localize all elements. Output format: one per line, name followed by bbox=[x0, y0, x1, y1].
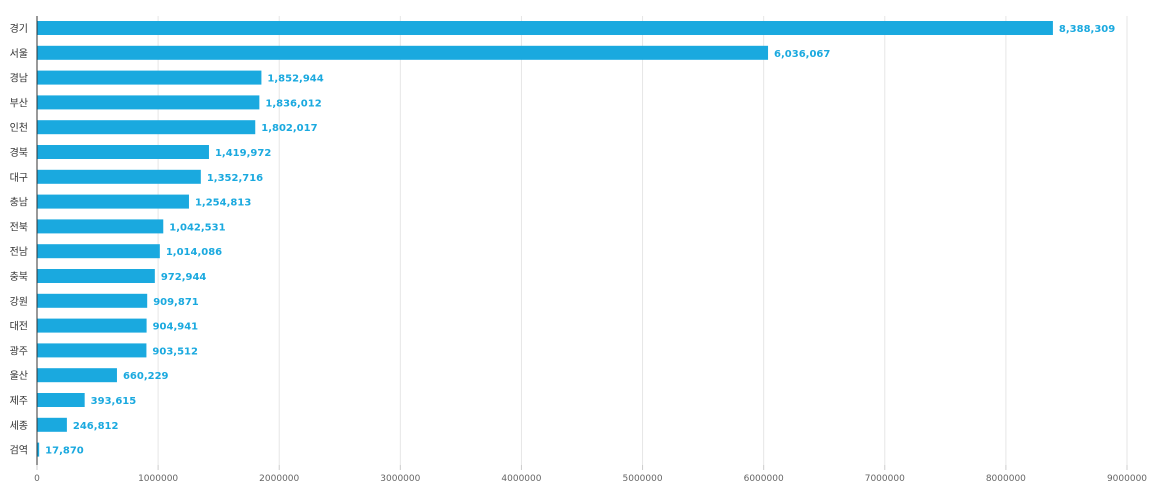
bar bbox=[37, 244, 160, 259]
category-label: 강원 bbox=[10, 296, 28, 308]
bar bbox=[37, 269, 155, 283]
x-tick-label: 2000000 bbox=[259, 474, 299, 484]
x-tick-label: 5000000 bbox=[623, 474, 663, 484]
value-label: 904,941 bbox=[153, 322, 199, 333]
bar bbox=[37, 45, 769, 60]
value-label: 8,388,309 bbox=[1059, 24, 1115, 35]
bar bbox=[37, 442, 40, 457]
value-label: 393,615 bbox=[91, 396, 137, 407]
bar bbox=[37, 318, 147, 333]
bar bbox=[37, 219, 164, 234]
bar bbox=[37, 417, 67, 432]
bar bbox=[37, 293, 148, 308]
value-label: 972,944 bbox=[161, 272, 207, 283]
bar bbox=[37, 95, 260, 110]
x-tick-label: 1000000 bbox=[138, 474, 178, 484]
value-label: 246,812 bbox=[73, 421, 119, 432]
category-label: 대전 bbox=[10, 321, 28, 333]
category-label: 경남 bbox=[10, 72, 28, 85]
category-label: 충남 bbox=[10, 197, 28, 209]
bar bbox=[37, 343, 147, 358]
bar bbox=[37, 194, 189, 209]
bars bbox=[37, 21, 1053, 457]
x-tick-label: 7000000 bbox=[865, 474, 905, 484]
value-label: 909,871 bbox=[153, 297, 199, 308]
x-axis-ticks: 0 1000000 2000000 3000000 4000000 5000000 6000… bbox=[34, 465, 1147, 484]
bar bbox=[37, 21, 1053, 35]
value-labels: 8,388,309 6,036,067 1,852,944 1,836,012 1,80… bbox=[45, 24, 1115, 457]
category-label: 대구 bbox=[10, 172, 28, 184]
x-tick-label: 4000000 bbox=[501, 474, 541, 484]
bar bbox=[37, 393, 85, 407]
x-tick-label: 9000000 bbox=[1107, 474, 1147, 484]
value-label: 1,042,531 bbox=[169, 222, 225, 233]
value-label: 1,836,012 bbox=[265, 98, 321, 109]
bar bbox=[37, 145, 209, 159]
value-label: 660,229 bbox=[123, 371, 169, 382]
x-tick-label: 3000000 bbox=[380, 474, 420, 484]
category-label: 인천 bbox=[10, 122, 28, 134]
category-label: 검역 bbox=[10, 445, 28, 457]
value-label: 1,419,972 bbox=[215, 148, 271, 159]
value-label: 903,512 bbox=[152, 346, 198, 357]
category-label: 경북 bbox=[10, 146, 28, 159]
value-label: 1,802,017 bbox=[261, 123, 317, 134]
x-tick-label: 0 bbox=[34, 474, 40, 484]
bar bbox=[37, 70, 262, 85]
bar bbox=[37, 169, 201, 184]
category-label: 세종 bbox=[10, 420, 28, 432]
grid-lines bbox=[157, 16, 1128, 465]
bar bbox=[37, 368, 117, 383]
value-label: 1,352,716 bbox=[207, 173, 263, 184]
category-label: 제주 bbox=[10, 395, 28, 407]
category-label: 경기 bbox=[10, 22, 28, 35]
x-tick-label: 6000000 bbox=[744, 474, 784, 484]
value-label: 17,870 bbox=[45, 446, 84, 457]
bar bbox=[37, 120, 256, 135]
category-label: 전남 bbox=[10, 246, 28, 258]
category-label: 전북 bbox=[10, 221, 28, 233]
category-label: 충북 bbox=[10, 271, 28, 283]
value-label: 6,036,067 bbox=[774, 49, 830, 60]
category-label: 광주 bbox=[10, 345, 28, 357]
value-label: 1,852,944 bbox=[267, 74, 323, 85]
value-label: 1,254,813 bbox=[195, 198, 251, 209]
x-tick-label: 8000000 bbox=[986, 474, 1026, 484]
category-label: 울산 bbox=[10, 370, 28, 382]
category-label: 부산 bbox=[10, 97, 28, 109]
category-label: 서울 bbox=[10, 48, 28, 60]
value-label: 1,014,086 bbox=[166, 247, 222, 258]
